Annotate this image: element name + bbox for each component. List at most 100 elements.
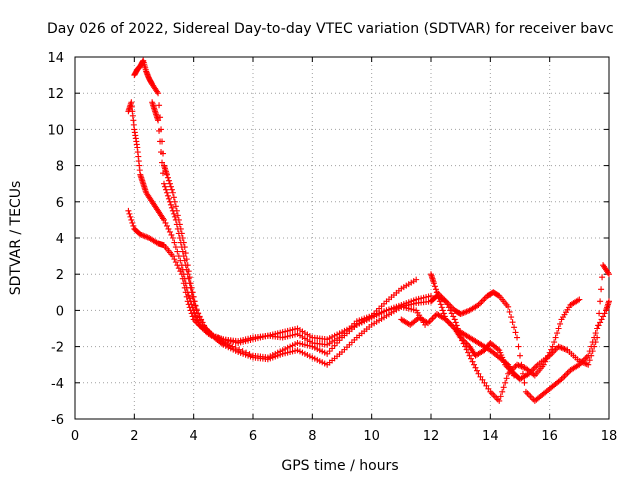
series-track-2	[125, 99, 434, 345]
data-point	[190, 298, 197, 305]
y-axis: -6 -4 -2 0 2 4 6 8 10 12 14	[47, 51, 609, 428]
data-point	[160, 170, 167, 177]
data-point	[506, 308, 513, 315]
data-point	[496, 397, 503, 404]
data-point	[167, 183, 174, 190]
data-point	[176, 235, 183, 241]
data-point	[490, 391, 497, 398]
data-point	[448, 310, 455, 317]
data-point	[437, 301, 444, 308]
data-point	[171, 213, 178, 220]
data-point	[460, 340, 467, 347]
data-point	[187, 284, 194, 291]
data-point	[162, 219, 169, 226]
data-point	[502, 379, 509, 386]
data-point	[125, 207, 132, 214]
data-point	[493, 394, 500, 401]
data-point	[511, 372, 518, 379]
data-point	[155, 117, 162, 124]
data-point	[155, 90, 162, 97]
data-point	[497, 393, 504, 400]
y-tick-label: 12	[47, 87, 64, 102]
data-point	[505, 303, 512, 310]
x-tick-label: 18	[601, 429, 618, 444]
data-point	[172, 203, 179, 210]
data-point	[186, 280, 193, 287]
x-tick-label: 16	[541, 429, 558, 444]
data-point	[429, 315, 436, 322]
data-point	[166, 198, 173, 205]
data-point	[188, 289, 195, 296]
data-point	[184, 271, 191, 278]
data-point	[540, 361, 547, 368]
data-point	[555, 325, 562, 332]
data-point	[543, 355, 550, 362]
data-point	[583, 354, 590, 361]
data-point	[530, 366, 537, 373]
data-point	[165, 195, 172, 202]
data-point	[491, 393, 498, 400]
data-point	[546, 349, 553, 356]
x-tick-label: 4	[190, 429, 198, 444]
data-point	[473, 367, 480, 374]
data-point	[169, 235, 176, 241]
data-point	[585, 361, 592, 368]
x-axis-label: GPS time / hours	[281, 458, 398, 474]
x-tick-label: 2	[130, 429, 138, 444]
data-point	[562, 371, 569, 378]
data-point	[428, 292, 434, 299]
data-point	[157, 138, 164, 145]
data-point	[450, 313, 457, 320]
data-point	[198, 317, 205, 324]
data-point	[479, 297, 486, 304]
data-point	[177, 239, 184, 246]
data-point	[163, 222, 170, 229]
data-point	[188, 301, 195, 308]
y-tick-label: 14	[47, 51, 64, 66]
series-track-1	[125, 207, 434, 348]
data-point	[478, 298, 485, 305]
data-point	[462, 343, 469, 350]
data-point	[166, 180, 173, 187]
data-point	[447, 302, 454, 309]
x-tick-label: 14	[482, 429, 499, 444]
data-point	[189, 313, 196, 320]
data-point	[174, 225, 181, 232]
data-point	[158, 149, 165, 156]
data-point	[192, 302, 199, 309]
data-point	[561, 373, 568, 380]
data-point	[500, 384, 507, 391]
x-tick-label: 6	[249, 429, 257, 444]
data-point	[552, 334, 559, 341]
data-point	[165, 177, 172, 184]
data-point	[127, 213, 134, 220]
data-point	[599, 274, 606, 281]
x-tick-label: 0	[71, 429, 79, 444]
data-point	[521, 379, 528, 386]
chart-title: Day 026 of 2022, Sidereal Day-to-day VTE…	[47, 21, 614, 37]
data-point	[514, 334, 521, 341]
data-point	[509, 319, 516, 326]
data-point	[564, 370, 571, 377]
data-point	[439, 307, 446, 314]
data-point	[178, 244, 185, 251]
data-point	[159, 159, 166, 166]
data-point	[465, 349, 472, 356]
data-point	[426, 318, 433, 325]
data-point	[448, 322, 455, 329]
data-point	[175, 230, 182, 237]
data-point	[557, 320, 564, 327]
data-point	[519, 370, 526, 377]
data-point	[515, 343, 522, 350]
data-point	[162, 186, 169, 193]
data-point	[463, 346, 470, 353]
data-point	[551, 339, 558, 346]
data-point	[451, 316, 458, 323]
data-point	[598, 316, 605, 323]
data-point	[164, 192, 171, 199]
data-point	[606, 271, 612, 278]
data-point	[430, 280, 437, 287]
data-point	[156, 102, 163, 109]
data-point	[522, 388, 529, 395]
data-point	[169, 207, 176, 214]
